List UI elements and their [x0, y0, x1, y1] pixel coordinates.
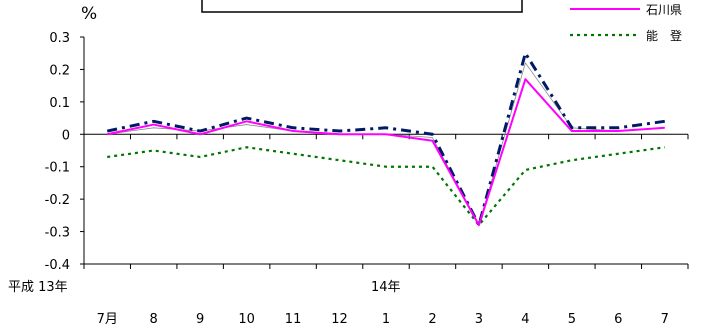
title-box [201, 0, 523, 13]
y-tick-label: -0.1 [45, 161, 70, 176]
y-tick-label: 0.2 [49, 63, 70, 78]
x-tick-label: 5 [568, 312, 576, 327]
y-tick-label: 0.3 [49, 31, 70, 46]
y-tick-label: -0.4 [45, 258, 70, 273]
y-tick-label: -0.2 [45, 193, 70, 208]
legend-label: 能 登 [646, 28, 682, 43]
y-tick-label: 0.1 [49, 96, 70, 111]
x-tick-label: 7月 [97, 312, 118, 327]
period-label: 平成 13年 [8, 280, 68, 295]
x-tick-label: 1 [382, 312, 390, 327]
x-tick-label: 10 [238, 312, 255, 327]
x-tick-label: 7 [661, 312, 669, 327]
tick-labels: 0.30.20.10-0.1-0.2-0.3-0.47月 8 9 10 11 12 1 2 3 4… [8, 31, 669, 327]
y-unit-label: % [81, 4, 97, 24]
x-tick-label: 9 [196, 312, 204, 327]
series-layer [106, 51, 665, 227]
x-tick-label: 11 [285, 312, 302, 327]
y-tick-label: 0 [62, 128, 70, 143]
x-tick-label: 8 [150, 312, 158, 327]
x-tick-label: 6 [614, 312, 622, 327]
y-tick-label: -0.3 [45, 226, 70, 241]
period-label: 14年 [371, 280, 401, 295]
x-tick-label: 3 [475, 312, 483, 327]
legend-label: 石川県 [646, 3, 682, 17]
x-tick-label: 4 [521, 312, 529, 327]
x-tick-label: 12 [331, 312, 348, 327]
x-tick-label: 2 [428, 312, 436, 327]
